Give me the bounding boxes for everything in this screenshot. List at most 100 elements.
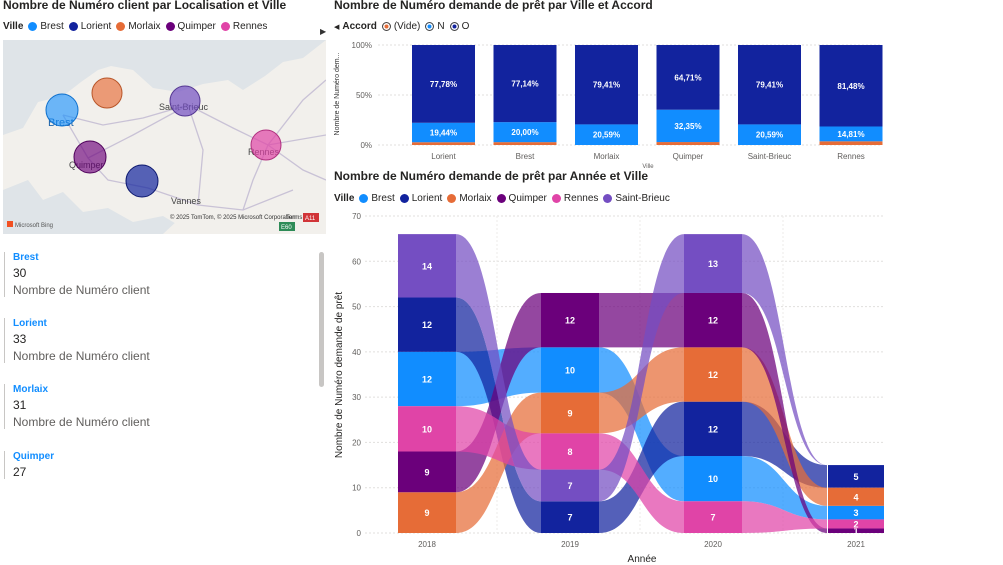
- ribbon-x-tick-label: 2021: [847, 540, 865, 549]
- ribbon-segment-lorient-2018[interactable]: [398, 297, 456, 352]
- ribbon-y-tick-label: 30: [352, 393, 361, 402]
- card-label: Nombre de Numéro client: [13, 349, 150, 363]
- bubble-lorient[interactable]: [125, 164, 159, 198]
- card-value: 31: [13, 398, 27, 412]
- ribbon-segment-brest-2018[interactable]: [398, 351, 456, 407]
- ribbon-segment-morlaix-2020[interactable]: [684, 347, 742, 402]
- bubble-saint-brieuc[interactable]: [169, 85, 201, 117]
- bar-segment-lorient-o[interactable]: [412, 45, 475, 123]
- legend-item-morlaix[interactable]: Morlaix: [116, 21, 161, 32]
- bar-segment-rennes-vide[interactable]: [819, 141, 883, 145]
- ribbon-segment-lorient-2021[interactable]: [828, 465, 884, 488]
- cards-scrollbar[interactable]: [319, 252, 324, 387]
- bubble-morlaix[interactable]: [91, 77, 123, 109]
- legend-item-vide[interactable]: (Vide): [381, 21, 420, 32]
- bar-segment-rennes-o[interactable]: [819, 45, 883, 127]
- map-legend: Ville Brest Lorient Morlaix Quimper Rennes: [3, 21, 272, 32]
- ribbon-segment-morlaix-2021[interactable]: [828, 487, 884, 506]
- ribbon-segment-brest-2020[interactable]: [684, 456, 742, 502]
- map-land: [3, 40, 326, 234]
- bar-segment-brest-o[interactable]: [493, 45, 557, 123]
- bar-segment-quimper-vide[interactable]: [656, 142, 720, 145]
- ribbon-band-saint-brieuc[interactable]: [456, 234, 541, 502]
- ribbon-segment-rennes-2021[interactable]: [828, 519, 884, 529]
- bubble-quimper[interactable]: [73, 140, 107, 174]
- legend-label: Quimper: [508, 193, 547, 204]
- legend-item-rennes[interactable]: Rennes: [551, 193, 599, 204]
- bar-segment-lorient-n[interactable]: [412, 122, 475, 143]
- bar-chart-title: Nombre de Numéro demande de prêt par Vil…: [334, 0, 653, 12]
- ribbon-y-tick-label: 0: [357, 529, 362, 538]
- card-value: 30: [13, 266, 27, 280]
- bar-segment-quimper-n[interactable]: [656, 109, 720, 143]
- microsoft-logo-icon: [7, 221, 13, 227]
- ribbon-segment-rennes-2020[interactable]: [684, 501, 742, 533]
- bar-segment-lorient-vide[interactable]: [412, 142, 475, 145]
- ribbon-segment-quimper-2021[interactable]: [828, 528, 884, 533]
- ribbon-band-rennes[interactable]: [742, 501, 827, 533]
- ribbon-segment-lorient-2019[interactable]: [541, 501, 599, 533]
- legend-item-o[interactable]: O: [449, 21, 469, 32]
- ribbon-segment-saint-brieuc-2019[interactable]: [541, 469, 599, 502]
- bar-x-tick-label: Morlaix: [594, 152, 620, 161]
- legend-label: Rennes: [563, 193, 599, 204]
- bar-segment-saint-brieuc-n[interactable]: [738, 124, 801, 145]
- legend-item-rennes[interactable]: Rennes: [220, 21, 267, 32]
- ribbon-segment-rennes-2018[interactable]: [398, 406, 456, 452]
- ribbon-segment-lorient-2020[interactable]: [684, 401, 742, 457]
- legend-item-n[interactable]: N: [425, 21, 445, 32]
- legend-item-morlaix[interactable]: Morlaix: [447, 193, 492, 204]
- ribbon-band-quimper[interactable]: [742, 292, 827, 533]
- bar-segment-saint-brieuc-o[interactable]: [738, 45, 801, 125]
- bubble-map[interactable]: Brest Saint-Brieuc Quimper Rennes Vannes…: [3, 40, 326, 234]
- bar-segment-morlaix-o[interactable]: [575, 45, 638, 125]
- legend-item-brest[interactable]: Brest: [28, 21, 64, 32]
- map-terms-link[interactable]: Terms: [286, 215, 302, 221]
- legend-label: Lorient: [80, 21, 112, 32]
- road-badge-a11: [303, 213, 319, 222]
- legend-item-lorient[interactable]: Lorient: [399, 193, 442, 204]
- ribbon-segment-saint-brieuc-2020[interactable]: [684, 234, 742, 293]
- legend-item-saint-brieuc[interactable]: Saint-Brieuc: [603, 193, 670, 204]
- legend-dot-icon: [603, 194, 613, 203]
- bubble-brest[interactable]: [45, 93, 79, 127]
- legend-scroll-right-icon[interactable]: ▶: [320, 27, 327, 36]
- bar-segment-rennes-n[interactable]: [819, 126, 883, 142]
- stacked-bar-chart[interactable]: Nombre de Numéro dem... 0% 50% 100% 19,44% 77…: [330, 34, 890, 168]
- legend-item-brest[interactable]: Brest: [359, 193, 395, 204]
- map-legend-title: Ville: [3, 21, 24, 32]
- ribbon-segment-brest-2019[interactable]: [541, 347, 599, 393]
- ribbon-data-label: 7: [567, 481, 572, 491]
- bar-x-tick-label: Rennes: [837, 152, 865, 161]
- legend-scroll-left-icon[interactable]: ◀: [334, 23, 340, 31]
- ribbon-x-tick-label: 2019: [561, 540, 579, 549]
- ribbon-band-morlaix[interactable]: [456, 392, 541, 533]
- bar-legend: ◀ Accord (Vide) N O: [334, 21, 474, 32]
- bar-segment-brest-n[interactable]: [493, 122, 557, 143]
- ribbon-segment-morlaix-2018[interactable]: [398, 492, 456, 533]
- ribbon-segment-rennes-2019[interactable]: [541, 433, 599, 470]
- ribbon-segment-quimper-2018[interactable]: [398, 451, 456, 493]
- ribbon-segment-brest-2021[interactable]: [828, 505, 884, 520]
- ribbon-data-label: 4: [853, 492, 858, 502]
- ribbon-segment-saint-brieuc-2018[interactable]: [398, 234, 456, 298]
- legend-item-lorient[interactable]: Lorient: [68, 21, 112, 32]
- ribbon-band-saint-brieuc[interactable]: [742, 234, 827, 466]
- ribbon-data-label: 7: [710, 513, 715, 523]
- ribbon-segment-quimper-2019[interactable]: [541, 292, 599, 348]
- ribbon-chart[interactable]: Nombre de Numéro demande de prêt 0 10 20 30 4…: [330, 205, 900, 565]
- legend-item-quimper[interactable]: Quimper: [496, 193, 547, 204]
- bar-data-label: 77,14%: [511, 80, 538, 89]
- legend-item-quimper[interactable]: Quimper: [165, 21, 216, 32]
- ribbon-band-saint-brieuc[interactable]: [599, 234, 684, 502]
- ribbon-band-quimper[interactable]: [599, 292, 684, 348]
- bubble-rennes[interactable]: [250, 129, 282, 161]
- ribbon-segment-morlaix-2019[interactable]: [541, 392, 599, 434]
- legend-dot-icon: [220, 22, 230, 31]
- bar-segment-brest-vide[interactable]: [493, 142, 557, 145]
- bar-data-label: 20,59%: [756, 131, 783, 140]
- ribbon-segment-quimper-2020[interactable]: [684, 292, 742, 348]
- bar-segment-morlaix-n[interactable]: [575, 124, 638, 145]
- bar-segment-quimper-o[interactable]: [656, 45, 720, 110]
- bar-data-label: 79,41%: [593, 81, 620, 90]
